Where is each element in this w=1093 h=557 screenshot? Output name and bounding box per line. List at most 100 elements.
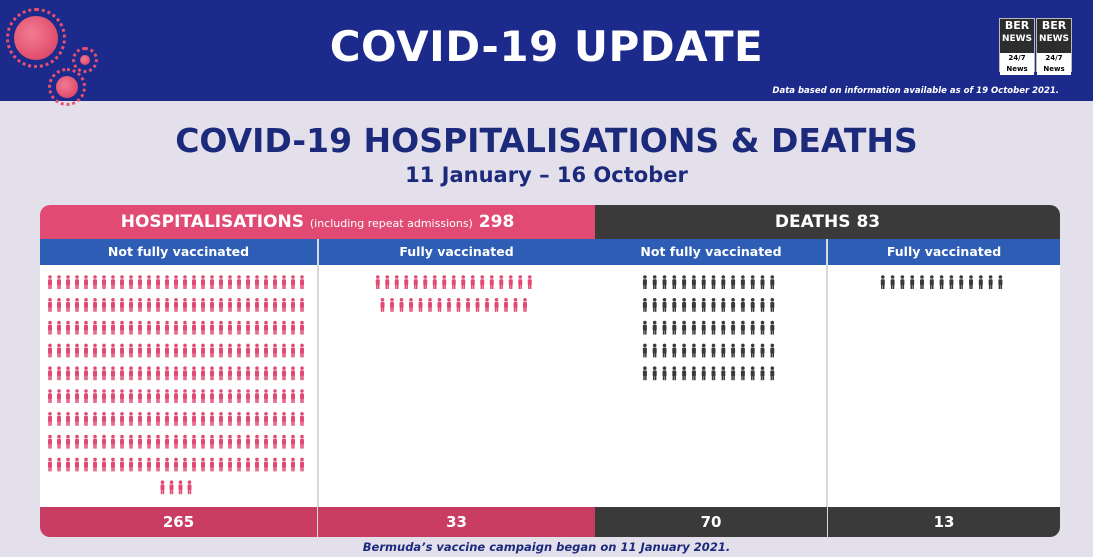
virus-icon <box>48 68 86 106</box>
person-icon <box>147 298 151 312</box>
person-icon <box>111 320 115 335</box>
divider <box>317 239 319 537</box>
person-icon <box>237 298 241 312</box>
person-icon <box>111 434 115 449</box>
bernews-logo: BER NEWS 24/7 News <box>1036 18 1072 75</box>
person-icon <box>682 366 687 381</box>
person-icon <box>273 275 277 289</box>
person-icon <box>409 298 413 312</box>
person-icon <box>165 389 169 403</box>
person-icon <box>740 343 745 358</box>
person-icon <box>129 366 133 381</box>
person-icon <box>428 298 432 312</box>
person-icon <box>183 298 187 312</box>
person-icon <box>192 366 196 381</box>
person-icon <box>523 298 527 312</box>
person-icon <box>264 412 268 426</box>
footnote: Bermuda’s vaccine campaign began on 11 J… <box>362 540 731 554</box>
person-icon <box>210 320 214 335</box>
person-icon <box>672 320 677 335</box>
person-icon <box>750 366 755 381</box>
person-icon <box>75 320 79 335</box>
person-icon <box>662 366 667 381</box>
person-icon <box>138 298 142 312</box>
person-icon <box>102 320 106 335</box>
person-icon <box>183 366 187 381</box>
hosp-fully-count: 33 <box>318 507 595 537</box>
person-icon <box>988 275 993 289</box>
person-icon <box>237 366 241 381</box>
person-icon <box>246 275 250 289</box>
person-icon <box>291 343 295 358</box>
person-icon <box>731 298 736 312</box>
person-icon <box>219 275 223 289</box>
person-icon <box>165 457 169 472</box>
person-icon <box>508 275 513 289</box>
person-icon <box>513 298 518 312</box>
person-icon <box>740 320 745 335</box>
person-icon <box>192 275 196 289</box>
person-icon <box>662 298 667 312</box>
person-icon <box>156 434 160 449</box>
person-icon <box>75 298 79 312</box>
person-icon <box>93 343 97 358</box>
person-icon <box>672 275 677 289</box>
person-icon <box>255 457 259 472</box>
person-icon <box>138 434 142 449</box>
person-icon <box>93 434 97 449</box>
person-icon <box>701 275 706 289</box>
person-icon <box>959 275 964 289</box>
person-icon <box>291 389 295 403</box>
person-icon <box>237 320 241 335</box>
person-icon <box>219 389 223 403</box>
person-icon <box>147 434 151 449</box>
person-icon <box>237 275 241 289</box>
person-icon <box>156 457 160 472</box>
person-icon <box>770 343 775 358</box>
person-icon <box>672 366 677 381</box>
person-icon <box>210 457 214 472</box>
person-icon <box>760 343 765 358</box>
person-icon <box>102 434 106 449</box>
person-icon <box>466 298 470 312</box>
person-icon <box>682 275 687 289</box>
person-icon <box>413 275 418 289</box>
person-icon <box>120 298 124 312</box>
person-icon <box>57 275 61 289</box>
person-icon <box>300 389 304 403</box>
person-icon <box>138 412 142 426</box>
person-icon <box>237 389 241 403</box>
person-icon <box>219 298 223 312</box>
person-icon <box>120 343 124 358</box>
person-icon <box>201 343 205 358</box>
hosp-fully-header: Fully vaccinated <box>318 239 595 265</box>
person-icon <box>282 412 286 426</box>
person-icon <box>93 366 97 381</box>
person-icon <box>210 389 214 403</box>
person-icon <box>750 343 755 358</box>
person-icon <box>147 343 151 358</box>
person-icon <box>701 320 706 335</box>
person-icon <box>174 389 178 403</box>
person-icon <box>75 434 79 449</box>
person-icon <box>701 298 706 312</box>
person-icon <box>721 366 726 381</box>
person-icon <box>731 366 736 381</box>
hospitalisations-note: (including repeat admissions) <box>309 217 473 230</box>
person-icon <box>282 320 286 335</box>
person-icon <box>264 457 268 472</box>
person-icon <box>48 457 52 472</box>
person-icon <box>75 412 79 426</box>
person-icon <box>174 320 178 335</box>
person-icon <box>447 298 451 312</box>
person-icon <box>129 275 133 289</box>
person-icon <box>652 275 657 289</box>
person-icon <box>264 320 268 335</box>
person-icon <box>273 434 277 449</box>
hospitalisations-header: HOSPITALISATIONS (including repeat admis… <box>40 205 595 239</box>
person-icon <box>740 275 745 289</box>
person-icon <box>682 343 687 358</box>
person-icon <box>691 343 696 358</box>
person-icon <box>228 343 232 358</box>
person-icon <box>731 275 736 289</box>
